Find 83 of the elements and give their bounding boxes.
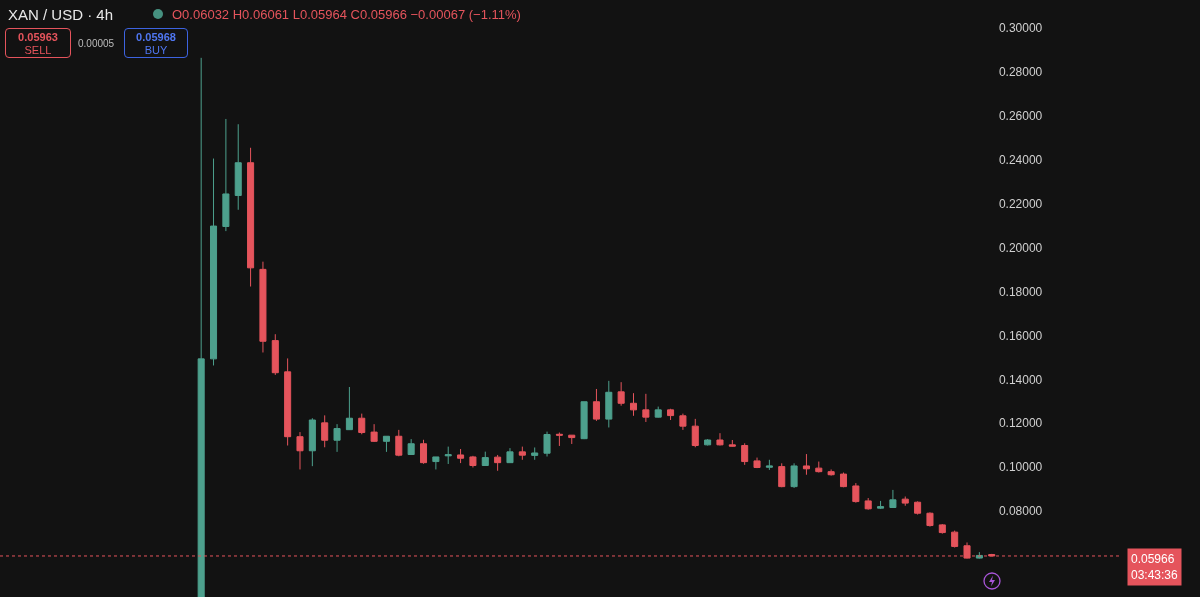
- candlestick: [494, 454, 502, 472]
- y-tick-label: 0.18000: [998, 284, 1043, 299]
- candlestick: [617, 381, 625, 407]
- candlestick: [667, 408, 675, 421]
- candlestick: [691, 418, 699, 448]
- candlestick: [506, 447, 514, 464]
- candlestick: [543, 431, 551, 457]
- candlestick: [938, 523, 946, 535]
- candlestick: [864, 497, 872, 511]
- candlestick: [321, 414, 329, 448]
- y-tick-label: 0.28000: [998, 64, 1043, 79]
- candlestick: [629, 392, 638, 417]
- y-tick-label: 0.30000: [998, 20, 1043, 35]
- candlestick: [802, 453, 810, 476]
- candlestick: [728, 439, 736, 448]
- candlestick: [889, 489, 897, 509]
- y-tick-label: 0.08000: [998, 504, 1043, 519]
- candlestick: [827, 468, 835, 477]
- candlestick: [296, 431, 304, 470]
- candlestick: [852, 482, 860, 504]
- candlestick: [457, 448, 465, 464]
- text: SELL: [24, 44, 52, 56]
- candlestick: [778, 462, 786, 488]
- y-tick-label: 0.14000: [998, 372, 1043, 387]
- text: BUY: [144, 44, 168, 56]
- candlestick: [877, 500, 885, 510]
- candlestick: [765, 459, 773, 471]
- candlestick: [518, 446, 526, 461]
- candlestick: [741, 442, 749, 466]
- candlestick: [605, 380, 613, 428]
- y-tick-label: 0.20000: [998, 240, 1043, 255]
- candlestick: [210, 158, 218, 366]
- y-tick-label: 0.26000: [998, 108, 1043, 123]
- candlestick: [382, 435, 390, 453]
- candlestick: [469, 455, 477, 468]
- y-tick-label: 0.22000: [998, 196, 1043, 211]
- candlestick: [370, 423, 378, 443]
- text: 0.00005: [78, 38, 115, 49]
- candlestick: [284, 357, 292, 446]
- candlestick: [753, 457, 761, 469]
- text: XAN / USD · 4h: [8, 6, 114, 23]
- candlestick: [704, 438, 712, 446]
- candlestick: [222, 118, 230, 232]
- y-tick-label: 0.12000: [998, 416, 1043, 431]
- candlestick: [432, 456, 440, 470]
- candlestick: [407, 438, 415, 456]
- candlestick: [716, 432, 724, 446]
- candlestick: [247, 147, 255, 288]
- candlestick: [308, 417, 316, 467]
- candlestick: [555, 432, 563, 447]
- text: 03:43:36: [1131, 567, 1179, 582]
- candlestick: [926, 511, 934, 528]
- candlestick: [815, 461, 823, 474]
- text: 0.05968: [136, 31, 176, 43]
- candlestick: [914, 500, 922, 516]
- candlestick: [395, 429, 403, 457]
- y-tick-label: 0.24000: [998, 152, 1043, 167]
- candlestick: [444, 446, 452, 465]
- annotation: O0.06032 H0.06061 L0.05964 C0.05966 −0.00067 (−1.11%): [172, 7, 521, 22]
- candlestick: [531, 446, 539, 461]
- candlestick: [654, 406, 662, 419]
- candlestick: [568, 434, 576, 445]
- candlestick: [271, 333, 279, 376]
- candlestick: [234, 123, 242, 211]
- candlestick: [481, 451, 489, 467]
- y-tick-label: 0.16000: [998, 328, 1043, 343]
- candlestick: [333, 423, 341, 453]
- candlestick: [197, 57, 205, 597]
- text: 0.05963: [18, 31, 58, 43]
- y-tick-label: 0.10000: [998, 460, 1043, 475]
- ref-line-label: 0.05966: [1131, 552, 1175, 566]
- candlestick: [901, 496, 909, 507]
- candlestick: [580, 401, 588, 440]
- candlestick: [951, 530, 959, 549]
- candlestick: [345, 386, 353, 431]
- candlestick: [419, 439, 428, 465]
- candlestick: [358, 413, 366, 435]
- candlestick: [790, 462, 798, 489]
- candlestick: [839, 472, 848, 488]
- candlestick: [679, 413, 687, 431]
- candlestick: [642, 393, 650, 423]
- candlestick: [259, 261, 267, 353]
- candlestick: [592, 388, 600, 422]
